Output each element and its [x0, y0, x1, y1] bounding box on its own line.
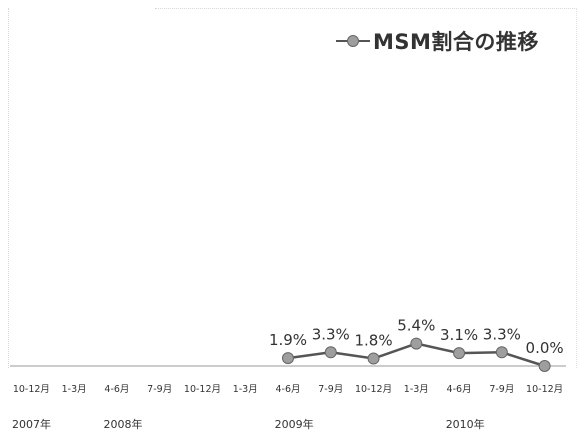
data-point: [453, 347, 466, 360]
year-label: 2007年: [12, 417, 51, 431]
legend-label: MSM割合の推移: [373, 30, 539, 54]
data-label: 3.3%: [312, 325, 350, 343]
x-tick-label: 7-9月: [318, 384, 343, 395]
year-label: 2008年: [104, 417, 143, 431]
frame-border-left: [8, 8, 9, 368]
data-label: 0.0%: [526, 339, 564, 357]
legend-marker-icon: [336, 31, 370, 51]
data-point: [367, 352, 380, 365]
data-point: [410, 337, 423, 350]
data-point: [324, 346, 337, 359]
data-point: [282, 352, 294, 365]
x-tick-label: 4-6月: [104, 384, 129, 395]
x-tick-label: 4-6月: [275, 384, 300, 395]
x-tick-label: 1-3月: [62, 384, 87, 395]
frame-border-right: [576, 8, 577, 368]
year-label: 2010年: [446, 417, 485, 431]
x-tick-label: 10-12月: [184, 384, 221, 395]
data-label: 5.4%: [397, 317, 435, 335]
data-point: [495, 346, 508, 359]
frame-border-top: [155, 8, 575, 9]
year-labels: 2007年 2008年 2009年 2010年: [12, 417, 485, 431]
x-tick-label: 7-9月: [489, 384, 514, 395]
legend: MSM割合の推移: [336, 26, 539, 56]
x-tick-label: 1-3月: [404, 384, 429, 395]
x-tick-label: 7-9月: [147, 384, 172, 395]
x-tick-labels: 10-12月 1-3月 4-6月 7-9月 10-12月 1-3月 4-6月 7-9月 10-1…: [13, 384, 563, 395]
x-tick-label: 10-12月: [355, 384, 392, 395]
data-label: 3.1%: [440, 326, 478, 344]
data-label: 1.8%: [354, 332, 392, 350]
x-tick-label: 10-12月: [526, 384, 563, 395]
x-tick-label: 10-12月: [13, 384, 50, 395]
x-tick-label: 4-6月: [447, 384, 472, 395]
data-label: 3.3%: [483, 325, 521, 343]
x-tick-label: 1-3月: [233, 384, 258, 395]
data-label: 1.9%: [269, 331, 307, 349]
data-point: [538, 360, 551, 372]
series-group: 1.9% 3.3% 1.8%5.4%3.1% 3.3%0.0%: [269, 317, 564, 372]
year-label: 2009年: [275, 417, 314, 431]
